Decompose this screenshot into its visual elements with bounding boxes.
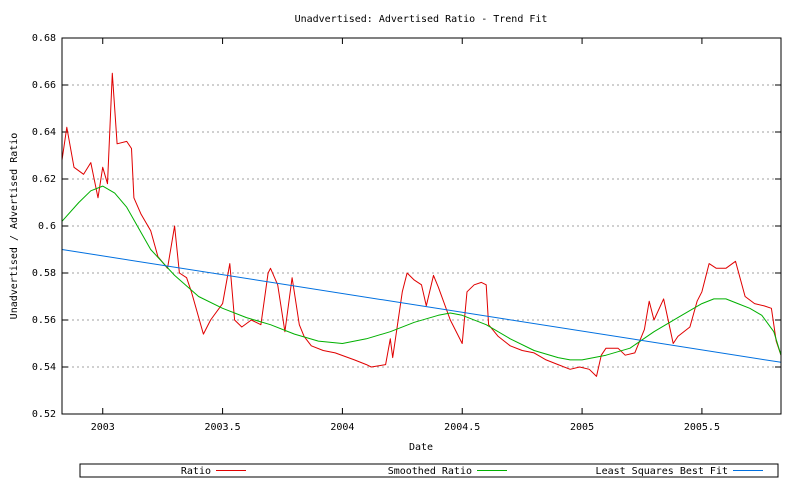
x-axis-label: Date (409, 442, 433, 453)
legend: Ratio Smoothed Ratio Least Squares Best Fi… (79, 463, 779, 478)
x-tick-label: 2005.5 (684, 422, 720, 433)
y-tick-label: 0.54 (32, 362, 56, 373)
y-axis-ticks: 0.52 0.54 0.56 0.58 0.6 0.62 0.64 0.66 0.68 (32, 33, 781, 420)
y-tick-label: 0.64 (32, 127, 56, 138)
x-tick-label: 2003 (91, 422, 115, 433)
x-tick-label: 2003.5 (205, 422, 241, 433)
y-tick-label: 0.66 (32, 80, 56, 91)
y-tick-label: 0.6 (38, 221, 56, 232)
series-line-least-squares-best-fit (61, 249, 782, 363)
series-line-smoothed-ratio (61, 185, 782, 361)
series-lines (61, 72, 782, 377)
plot-frame (61, 37, 782, 415)
y-tick-label: 0.68 (32, 33, 56, 44)
x-axis-ticks: 2003 2003.5 2004 2004.5 2005 2005.5 (91, 38, 720, 433)
x-tick-label: 2004 (330, 422, 354, 433)
y-tick-label: 0.52 (32, 409, 56, 420)
y-tick-label: 0.56 (32, 315, 56, 326)
x-tick-label: 2005 (570, 422, 594, 433)
y-tick-label: 0.58 (32, 268, 56, 279)
legend-label: Least Squares Best Fit (596, 466, 728, 477)
legend-label: Ratio (181, 466, 211, 477)
legend-box (79, 463, 779, 478)
y-tick-label: 0.62 (32, 174, 56, 185)
chart-title: Unadvertised: Advertised Ratio - Trend F… (295, 14, 548, 25)
x-tick-label: 2004.5 (444, 422, 480, 433)
y-axis-label: Unadvertised / Advertised Ratio (9, 133, 20, 320)
legend-label: Smoothed Ratio (388, 466, 472, 477)
